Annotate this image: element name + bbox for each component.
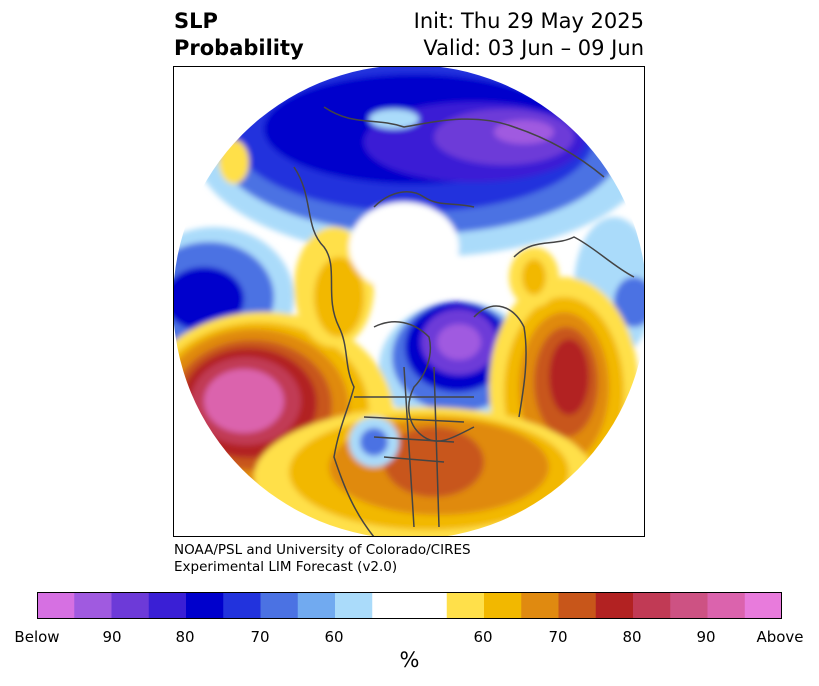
colorbar-box <box>744 592 782 619</box>
colorbar-box <box>707 592 746 619</box>
pole-marker <box>404 296 414 306</box>
colorbar-box <box>37 592 75 619</box>
polar-stereographic-map <box>173 66 645 537</box>
credit-line-2: Experimental LIM Forecast (v2.0) <box>174 559 398 575</box>
colorbar-boxes <box>37 592 782 619</box>
tick-above-60: 60 <box>473 628 493 646</box>
tick-below: Below <box>14 628 60 646</box>
colorbar-box <box>372 592 448 619</box>
colorbar-box <box>74 592 112 619</box>
coastlines <box>293 106 635 536</box>
colorbar-box <box>521 592 559 619</box>
tick-above-90: 90 <box>696 628 716 646</box>
colorbar-box <box>111 592 150 619</box>
colorbar-box <box>148 592 187 619</box>
colorbar-box <box>484 592 522 619</box>
tick-below-80: 80 <box>175 628 195 646</box>
colorbar-box <box>633 592 671 619</box>
colorbar-labels: Below 90 80 70 60 60 70 80 90 Above <box>0 628 819 648</box>
colorbar-outline <box>37 592 782 619</box>
title-variable: SLP <box>174 9 218 33</box>
title-type: Probability <box>174 36 304 60</box>
colorbar-box <box>558 592 597 619</box>
colorbar-box <box>335 592 373 619</box>
forecast-dates: Init: Thu 29 May 2025 Valid: 03 Jun – 09… <box>414 8 644 62</box>
credit-line-1: NOAA/PSL and University of Colorado/CIRE… <box>174 542 471 558</box>
colorbar-box <box>223 592 261 619</box>
tick-below-90: 90 <box>102 628 122 646</box>
credit: NOAA/PSL and University of Colorado/CIRE… <box>174 542 471 576</box>
tick-below-60: 60 <box>324 628 344 646</box>
colorbar <box>37 592 782 619</box>
slp-probability-map <box>174 67 644 536</box>
colorbar-box <box>446 592 485 619</box>
colorbar-box <box>297 592 336 619</box>
colorbar-box <box>186 592 224 619</box>
colorbar-units: % <box>399 648 420 672</box>
tick-above-70: 70 <box>548 628 568 646</box>
colorbar-box <box>260 592 299 619</box>
probability-shading <box>174 67 644 536</box>
tick-below-70: 70 <box>250 628 270 646</box>
colorbar-box <box>595 592 634 619</box>
tick-above: Above <box>756 628 804 646</box>
valid-range: Valid: 03 Jun – 09 Jun <box>423 36 644 60</box>
tick-above-80: 80 <box>622 628 642 646</box>
colorbar-box <box>670 592 708 619</box>
init-date: Init: Thu 29 May 2025 <box>413 9 644 33</box>
map-title: SLP Probability <box>174 8 304 62</box>
